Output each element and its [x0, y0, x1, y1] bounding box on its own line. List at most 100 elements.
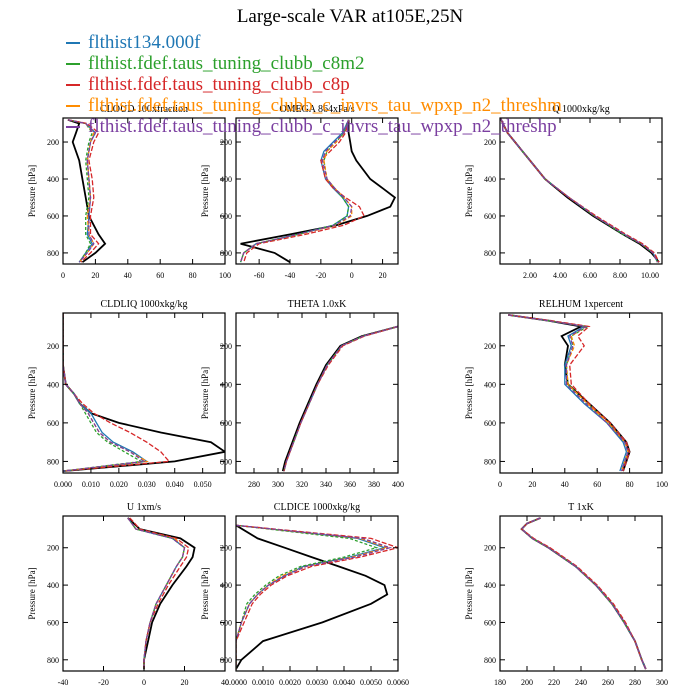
series-line	[63, 313, 146, 472]
series-line	[508, 314, 629, 472]
x-tick-label: 100	[656, 480, 668, 489]
x-tick-label: 340	[320, 480, 332, 489]
x-tick-label: 260	[602, 678, 614, 687]
panel: 280 300 320 340 360 380 400 200 400 600 800 Pressur…	[200, 299, 404, 489]
y-tick-label: 200	[47, 342, 59, 351]
series-line	[63, 313, 144, 472]
x-tick-label: 0.0030	[306, 678, 328, 687]
y-tick-label: 200	[220, 138, 232, 147]
series-line	[508, 314, 629, 472]
y-tick-label: 400	[484, 175, 496, 184]
x-tick-label: 20	[379, 271, 387, 280]
x-tick-label: -60	[254, 271, 265, 280]
y-axis-label: Pressure [hPa]	[464, 567, 474, 619]
x-tick-label: -40	[285, 271, 296, 280]
y-tick-label: 400	[220, 581, 232, 590]
y-tick-label: 800	[47, 656, 59, 665]
x-tick-label: 0.0020	[279, 678, 301, 687]
plot-frame	[499, 117, 663, 265]
x-tick-label: 0	[350, 271, 354, 280]
plot-frame	[62, 117, 226, 265]
y-tick-label: 400	[484, 380, 496, 389]
plot-frame	[62, 312, 226, 474]
series-line	[520, 517, 647, 670]
x-tick-label: 320	[296, 480, 308, 489]
y-tick-label: 600	[220, 212, 232, 221]
y-tick-label: 600	[484, 618, 496, 627]
y-tick-label: 200	[47, 544, 59, 553]
legend-label: flthist134.000f	[88, 32, 201, 53]
x-tick-label: 8.00	[613, 271, 627, 280]
series-line	[67, 118, 107, 263]
x-tick-label: 10.00	[641, 271, 659, 280]
x-tick-label: 80	[189, 271, 197, 280]
x-tick-label: 0	[142, 678, 146, 687]
y-axis-label: Pressure [hPa]	[27, 567, 37, 619]
x-tick-label: 80	[626, 480, 634, 489]
panel: 0 20 40 60 80 100 200 400 600 800 Pressure [hPa] RE…	[464, 299, 668, 489]
y-tick-label: 200	[484, 544, 496, 553]
x-tick-label: 0.0060	[387, 678, 409, 687]
y-tick-label: 400	[220, 380, 232, 389]
panel-title: OMEGA 864xPa/s	[279, 104, 354, 115]
panel: -40 -20 0 20 40 200 400 600 800 Pressure [hPa] U 1…	[27, 502, 229, 687]
panel: 2.00 4.00 6.00 8.00 10.00 200 400 600 800 Pressur…	[464, 104, 663, 280]
y-tick-label: 600	[220, 618, 232, 627]
series-line	[500, 118, 659, 263]
x-tick-label: 220	[548, 678, 560, 687]
panel: 0 20 40 60 80 100 200 400 600 800 Pressure [hPa] CL…	[27, 104, 231, 280]
y-tick-label: 400	[47, 581, 59, 590]
y-axis-label: Pressure [hPa]	[27, 367, 37, 419]
y-axis-label: Pressure [hPa]	[27, 165, 37, 217]
y-tick-label: 600	[484, 212, 496, 221]
legend-label: flthist.fdef.taus_tuning_clubb_c_invrs_t…	[88, 116, 557, 137]
series-line	[67, 119, 100, 263]
y-tick-label: 200	[484, 342, 496, 351]
panel-title: T 1xK	[568, 502, 594, 513]
y-tick-label: 400	[484, 581, 496, 590]
y-axis-label: Pressure [hPa]	[200, 567, 210, 619]
series-line	[63, 313, 149, 472]
figure-title: Large-scale VAR at105E,25N	[236, 6, 464, 27]
x-tick-label: 4.00	[553, 271, 567, 280]
legend-label: flthist.fdef.taus_tuning_clubb_c8m2	[88, 53, 365, 74]
y-tick-label: 800	[484, 656, 496, 665]
panel-title: U 1xm/s	[127, 502, 161, 513]
panel-title: Q 1000xkg/kg	[552, 104, 610, 115]
x-tick-label: 280	[629, 678, 641, 687]
x-tick-label: 280	[248, 480, 260, 489]
panel: 0.000 0.010 0.020 0.030 0.040 0.050 200 400 600 8…	[27, 299, 226, 489]
series-line	[520, 517, 647, 670]
series-line	[127, 517, 186, 670]
series-line	[500, 118, 660, 263]
series-line	[236, 524, 379, 670]
y-tick-label: 200	[220, 544, 232, 553]
y-axis-label: Pressure [hPa]	[464, 165, 474, 217]
y-tick-label: 800	[220, 249, 232, 258]
x-tick-label: 40	[221, 678, 229, 687]
series-line	[127, 517, 196, 670]
x-tick-label: 40	[561, 480, 569, 489]
x-tick-label: 40	[124, 271, 132, 280]
series-line	[283, 325, 398, 472]
series-line	[283, 325, 398, 472]
x-tick-label: 0.0050	[360, 678, 382, 687]
plot-frame	[499, 312, 663, 474]
series-line	[67, 119, 97, 263]
x-tick-label: 240	[575, 678, 587, 687]
x-tick-label: -20	[316, 271, 327, 280]
panel-title: CLOUD 100xfraction	[100, 104, 188, 115]
panel-title: RELHUM 1xpercent	[539, 299, 623, 310]
y-tick-label: 200	[47, 138, 59, 147]
panel: -60 -40 -20 0 20 200 400 600 800 Pressure [hPa] OM…	[200, 104, 399, 280]
legend-swatch	[66, 105, 80, 107]
x-tick-label: 0.0010	[252, 678, 274, 687]
y-axis-label: Pressure [hPa]	[200, 367, 210, 419]
panel: 180 200 220 240 260 280 300 200 400 600 800 Pressur…	[464, 502, 668, 687]
series-line	[283, 325, 398, 472]
series-line	[63, 313, 171, 472]
x-tick-label: 60	[593, 480, 601, 489]
x-tick-label: 0.0000	[225, 678, 247, 687]
y-tick-label: 600	[47, 212, 59, 221]
